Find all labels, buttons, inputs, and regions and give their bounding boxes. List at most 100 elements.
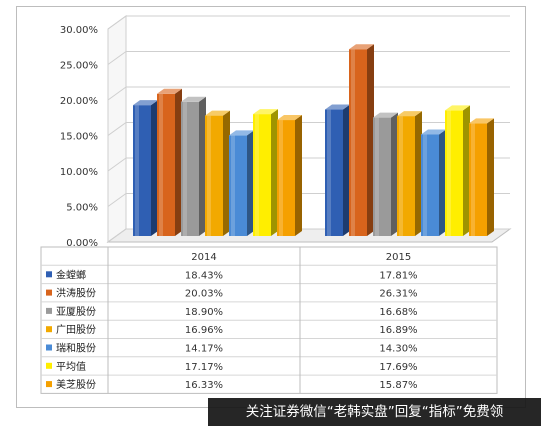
- data-label: 17.69%: [379, 362, 417, 373]
- y-tick-label: 10.00%: [60, 167, 98, 178]
- bar-highlight: [255, 114, 259, 236]
- legend-swatch: [46, 344, 52, 351]
- data-label: 18.43%: [185, 270, 223, 281]
- y-tick-label: 15.00%: [60, 132, 98, 143]
- bar-side: [247, 130, 254, 236]
- bar-side: [271, 109, 278, 236]
- bar-top: [205, 110, 230, 116]
- bar-side: [175, 88, 182, 236]
- bar-side: [223, 110, 230, 236]
- bar-2014-瑞和股份: [229, 130, 254, 236]
- bar-highlight: [423, 134, 427, 236]
- bar-2014-美芝股份: [277, 115, 302, 236]
- bar-highlight: [279, 120, 283, 236]
- data-label: 16.89%: [379, 325, 417, 336]
- data-label: 26.31%: [379, 289, 417, 300]
- bar-top: [397, 111, 422, 117]
- bar-2014-广田股份: [205, 110, 230, 236]
- bar-highlight: [207, 115, 211, 236]
- bar-side: [295, 115, 302, 236]
- gridline-side: [107, 15, 127, 30]
- bar-side: [367, 44, 374, 236]
- x-category-label: 2015: [386, 252, 411, 263]
- bar-side: [487, 118, 494, 236]
- bar-side: [463, 105, 470, 236]
- gridline-side: [107, 51, 127, 65]
- data-label: 14.17%: [185, 344, 223, 355]
- bar-2014-亚厦股份: [181, 96, 206, 236]
- data-table: 2014 2015 金螳螂 18.43% 17.81% 洪涛股份 20.03% 26.31% 亚…: [40, 246, 498, 394]
- bar-highlight: [447, 110, 451, 236]
- y-tick-label: 5.00%: [66, 203, 98, 214]
- bar-top: [133, 100, 158, 106]
- bar-side: [415, 111, 422, 236]
- data-label: 15.87%: [379, 380, 417, 391]
- bar-2015-亚厦股份: [373, 112, 398, 236]
- y-tick-label: 0.00%: [66, 238, 98, 249]
- bar-side: [391, 112, 398, 236]
- bar-top: [469, 118, 494, 124]
- bar-top: [253, 109, 278, 115]
- gridline-side: [107, 157, 127, 172]
- bar-highlight: [135, 105, 139, 236]
- legend-swatch: [46, 289, 52, 296]
- series-name: 美芝股份: [56, 378, 96, 391]
- bar-highlight: [327, 109, 331, 236]
- bar-2014-洪涛股份: [157, 88, 182, 236]
- data-label: 20.03%: [185, 289, 223, 300]
- bar-2015-瑞和股份: [421, 129, 446, 236]
- data-label: 17.17%: [185, 362, 223, 373]
- data-label: 14.30%: [379, 344, 417, 355]
- bar-highlight: [351, 49, 355, 236]
- bar-top: [373, 112, 398, 118]
- legend-swatch: [46, 307, 52, 314]
- legend-swatch: [46, 362, 52, 369]
- bar-2015-平均值: [445, 105, 470, 236]
- bar-2014-平均值: [253, 109, 278, 236]
- data-label: 18.90%: [185, 307, 223, 318]
- x-category-label: 2014: [191, 252, 216, 263]
- series-name: 平均值: [56, 360, 86, 373]
- bar-top: [157, 88, 182, 94]
- bar-side: [439, 129, 446, 236]
- bar-highlight: [375, 117, 379, 236]
- bar-top: [229, 130, 254, 136]
- gridline-side: [107, 122, 127, 136]
- gridline-side: [107, 86, 127, 101]
- series-name: 金螳螂: [56, 268, 86, 281]
- gridline-side: [107, 228, 127, 243]
- bar-top: [325, 104, 350, 110]
- bar-side: [199, 96, 206, 236]
- bar-highlight: [231, 135, 235, 236]
- y-tick-label: 20.00%: [60, 96, 98, 107]
- legend-swatch: [46, 381, 52, 388]
- bar-side: [343, 104, 350, 236]
- data-label: 16.68%: [379, 307, 417, 318]
- bar-top: [277, 115, 302, 121]
- axis: 0.00% 5.00% 10.00% 15.00% 20.00% 25.00% 30.00%: [60, 25, 98, 249]
- legend-swatch: [46, 271, 52, 278]
- bar-highlight: [399, 116, 403, 236]
- watermark-banner: 关注证券微信“老韩实盘”回复“指标”免费领: [208, 398, 541, 426]
- bar-top: [445, 105, 470, 111]
- y-tick-label: 30.00%: [60, 25, 98, 36]
- series-name: 亚厦股份: [56, 306, 96, 318]
- series-name: 广田股份: [56, 324, 96, 336]
- y-tick-label: 25.00%: [60, 61, 98, 72]
- bar-2015-广田股份: [397, 111, 422, 236]
- gridline-side: [107, 193, 127, 207]
- bar-highlight: [183, 101, 187, 236]
- legend-swatch: [46, 326, 52, 333]
- bar-highlight: [159, 93, 163, 236]
- bar-top: [421, 129, 446, 135]
- bar-side: [151, 100, 158, 236]
- bar-2014-金螳螂: [133, 100, 158, 236]
- series-name: 洪涛股份: [56, 287, 96, 300]
- bar-top: [181, 96, 206, 102]
- bar-highlight: [471, 123, 475, 236]
- data-label: 16.96%: [185, 325, 223, 336]
- bar-2015-金螳螂: [325, 104, 350, 236]
- bar-top: [349, 44, 374, 50]
- data-label: 16.33%: [185, 380, 223, 391]
